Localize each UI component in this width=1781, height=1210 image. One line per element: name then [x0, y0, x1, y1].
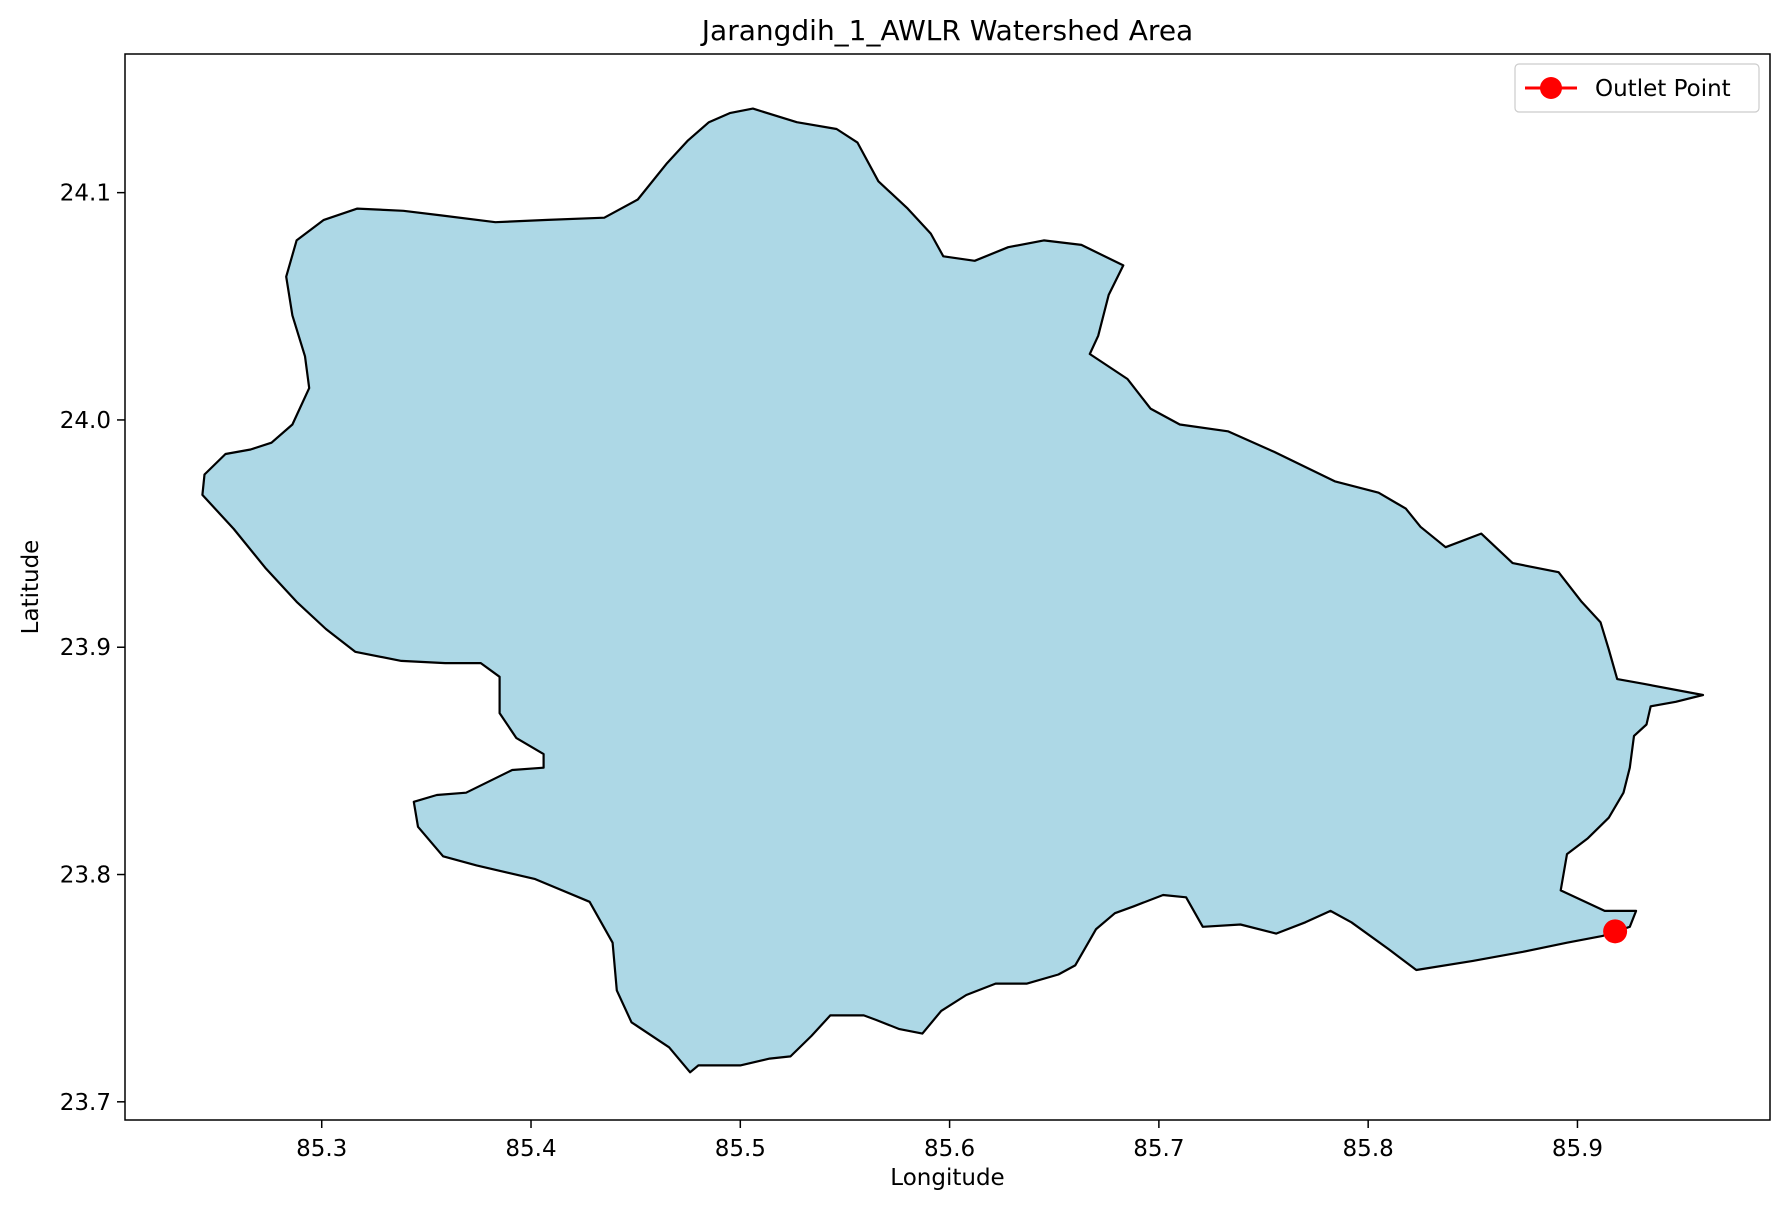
- y-tick-label: 24.0: [60, 408, 111, 434]
- y-axis: 23.7 23.8 23.9 24.0 24.1: [60, 181, 125, 1116]
- y-tick-label: 24.1: [60, 181, 111, 207]
- chart-title: Jarangdih_1_AWLR Watershed Area: [700, 14, 1193, 47]
- x-tick-label: 85.3: [296, 1136, 347, 1162]
- y-tick-label: 23.9: [60, 635, 111, 661]
- y-tick-label: 23.8: [60, 863, 111, 889]
- x-tick-label: 85.6: [924, 1136, 975, 1162]
- watershed-polygon: [201, 107, 1705, 1074]
- legend-marker-dot: [1540, 77, 1562, 99]
- x-axis: 85.3 85.4 85.5 85.6 85.7 85.8 85.9: [296, 1120, 1603, 1162]
- y-axis-label: Latitude: [18, 540, 44, 635]
- x-tick-label: 85.5: [715, 1136, 766, 1162]
- plot-area-frame: [124, 53, 1771, 1121]
- x-tick-label: 85.4: [505, 1136, 556, 1162]
- legend: Outlet Point: [1514, 63, 1760, 113]
- x-tick-label: 85.8: [1343, 1136, 1394, 1162]
- legend-entry-outlet-point: Outlet Point: [1595, 76, 1731, 102]
- outlet-point-marker: [1603, 919, 1628, 944]
- y-tick-label: 23.7: [60, 1090, 111, 1116]
- x-axis-label: Longitude: [890, 1165, 1004, 1191]
- x-tick-label: 85.7: [1133, 1136, 1184, 1162]
- x-tick-label: 85.9: [1552, 1136, 1603, 1162]
- legend-box: [1514, 63, 1760, 113]
